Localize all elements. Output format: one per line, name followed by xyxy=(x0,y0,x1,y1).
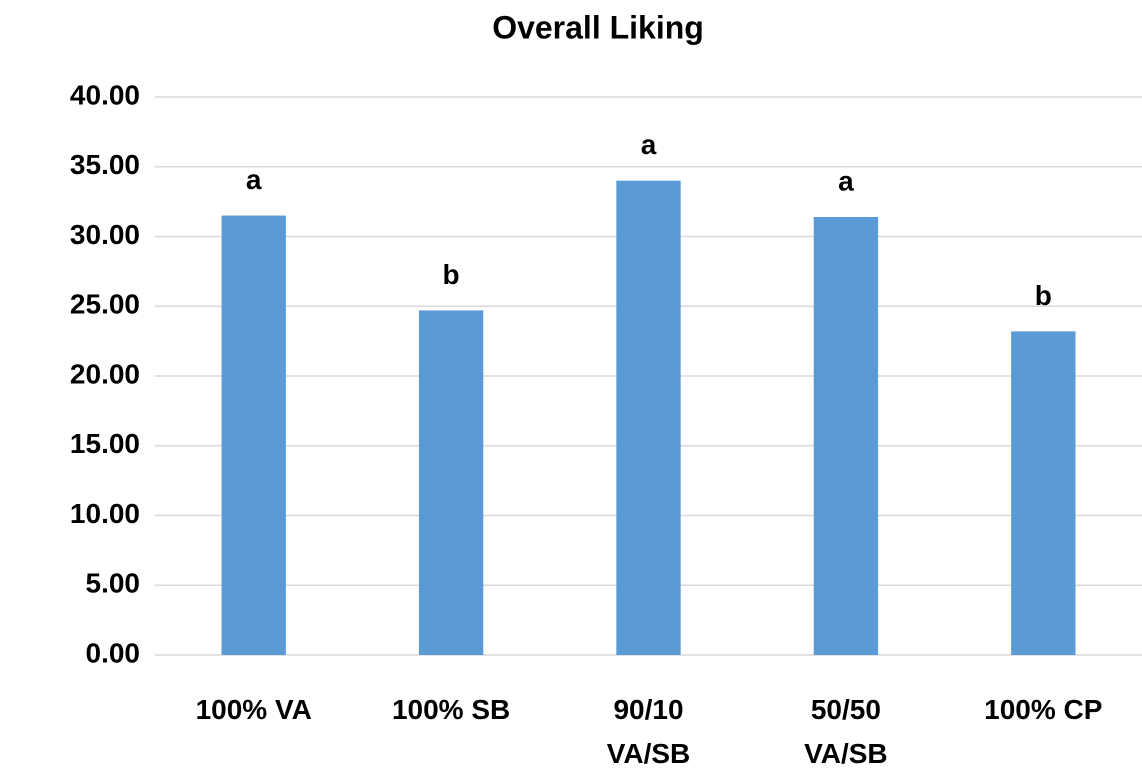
annotation: b xyxy=(443,259,460,290)
y-tick-label: 20.00 xyxy=(70,358,140,389)
bar xyxy=(813,216,879,655)
y-tick-label: 35.00 xyxy=(70,149,140,180)
chart-title: Overall Liking xyxy=(492,9,704,45)
x-tick-label: 100% CP xyxy=(984,694,1103,725)
bar xyxy=(1011,331,1076,655)
annotation: b xyxy=(1035,280,1052,311)
x-tick-label: 100% SB xyxy=(391,694,511,725)
x-tick-label: 90/10 VA/SB xyxy=(606,694,691,769)
y-tick-label: 25.00 xyxy=(70,289,140,320)
y-tick-label: 5.00 xyxy=(86,568,141,599)
bar xyxy=(616,180,681,655)
annotation: a xyxy=(838,165,854,196)
bar xyxy=(221,215,286,655)
x-tick-label: 50/50 VA/SB xyxy=(804,694,888,769)
y-tick-label: 10.00 xyxy=(70,498,140,529)
annotation: a xyxy=(246,164,262,195)
y-tick-label: 30.00 xyxy=(70,219,140,250)
bar xyxy=(418,310,484,655)
x-tick-label: 100% VA xyxy=(195,694,312,725)
annotation: a xyxy=(641,129,657,160)
y-tick-label: 40.00 xyxy=(70,79,140,110)
y-tick-label: 0.00 xyxy=(86,637,141,668)
y-tick-label: 15.00 xyxy=(70,428,140,459)
